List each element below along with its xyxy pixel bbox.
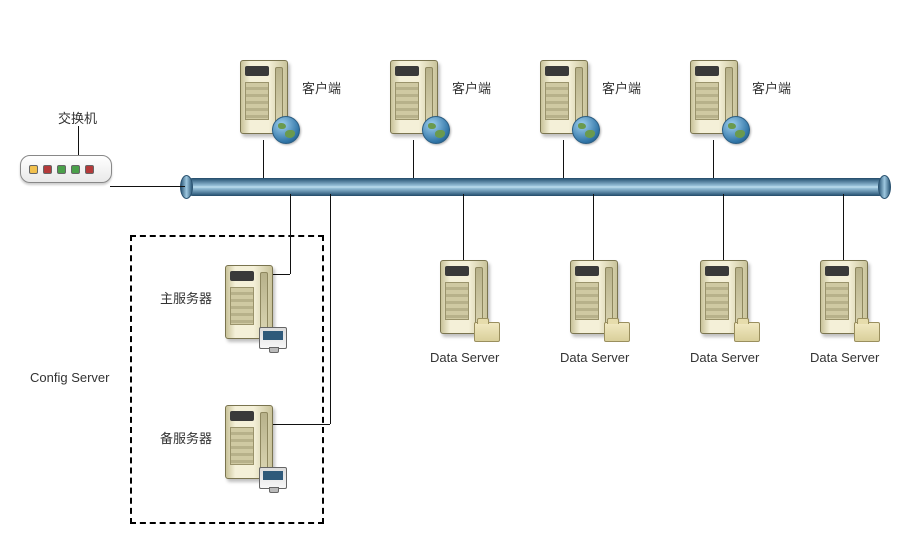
- switch-device: [20, 155, 112, 183]
- bus-cap-left: [180, 175, 193, 199]
- globe-icon: [722, 116, 750, 144]
- primary-config-server: [225, 265, 279, 345]
- client-server-3: [540, 60, 594, 140]
- data-label-2: Data Server: [560, 350, 629, 365]
- client-label-2: 客户端: [452, 78, 491, 97]
- client-server-4: [690, 60, 744, 140]
- data-label-1: Data Server: [430, 350, 499, 365]
- folder-icon: [604, 322, 630, 342]
- globe-icon: [272, 116, 300, 144]
- switch-to-bus-wire: [110, 186, 185, 187]
- data-label-4: Data Server: [810, 350, 879, 365]
- primary-label: 主服务器: [160, 288, 212, 307]
- folder-icon: [734, 322, 760, 342]
- globe-icon: [572, 116, 600, 144]
- client-4-drop: [713, 140, 714, 178]
- data-2-rise: [593, 194, 594, 260]
- backup-label: 备服务器: [160, 428, 212, 447]
- folder-icon: [854, 322, 880, 342]
- data-3-rise: [723, 194, 724, 260]
- data-4-rise: [843, 194, 844, 260]
- data-server-4: [820, 260, 874, 340]
- client-label-3: 客户端: [602, 78, 641, 97]
- globe-icon: [422, 116, 450, 144]
- backup-tap-h: [273, 424, 330, 425]
- client-label-1: 客户端: [302, 78, 341, 97]
- bus-cap-right: [878, 175, 891, 199]
- client-3-drop: [563, 140, 564, 178]
- monitor-icon: [259, 467, 287, 489]
- switch-label: 交换机: [58, 108, 97, 127]
- data-server-1: [440, 260, 494, 340]
- client-1-drop: [263, 140, 264, 178]
- monitor-icon: [259, 327, 287, 349]
- data-server-3: [700, 260, 754, 340]
- config-box-label: Config Server: [30, 370, 109, 385]
- folder-icon: [474, 322, 500, 342]
- switch-label-connector: [78, 126, 79, 155]
- data-label-3: Data Server: [690, 350, 759, 365]
- backup-config-server: [225, 405, 279, 485]
- network-diagram: { "canvas": { "width": 900, "height": 54…: [0, 0, 900, 540]
- client-label-4: 客户端: [752, 78, 791, 97]
- client-2-drop: [413, 140, 414, 178]
- data-1-rise: [463, 194, 464, 260]
- data-server-2: [570, 260, 624, 340]
- backup-tap-v: [330, 194, 331, 424]
- primary-tap: [290, 194, 291, 274]
- client-server-1: [240, 60, 294, 140]
- client-server-2: [390, 60, 444, 140]
